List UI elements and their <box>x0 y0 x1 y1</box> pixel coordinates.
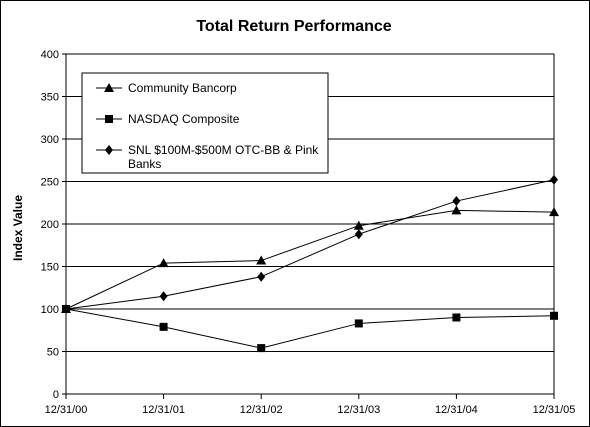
axes: 0 50 100 150 200 250 300 350 400 12/31/00 12/31/01… <box>41 49 576 416</box>
y-tick-label: 250 <box>41 177 59 189</box>
legend-marker <box>105 115 113 123</box>
x-tick-label: 12/31/02 <box>240 404 283 416</box>
series-triangle <box>61 205 559 313</box>
y-tick-label: 200 <box>41 219 59 231</box>
data-point <box>451 205 462 215</box>
y-tick-label: 150 <box>41 262 59 274</box>
legend-label: NASDAQ Composite <box>128 112 240 126</box>
legend-label: Community Bancorp <box>128 81 237 95</box>
chart-title: Total Return Performance <box>196 18 391 35</box>
legend-item: NASDAQ Composite <box>96 112 240 126</box>
y-tick-label: 0 <box>53 389 59 401</box>
data-point <box>550 311 558 320</box>
data-point <box>256 255 267 265</box>
y-axis-label: Index Value <box>11 195 25 261</box>
data-point <box>159 291 168 302</box>
data-point <box>257 344 266 353</box>
data-point <box>257 271 266 282</box>
series-layer <box>61 174 559 353</box>
data-point <box>62 304 70 314</box>
x-tick-label: 12/31/01 <box>142 404 185 416</box>
data-point <box>354 319 363 328</box>
series-square <box>62 305 558 353</box>
data-point <box>452 196 461 207</box>
x-tick-label: 12/31/05 <box>533 404 576 416</box>
legend-item: Community Bancorp <box>96 81 237 95</box>
y-tick-label: 300 <box>41 134 59 146</box>
data-point <box>159 322 168 331</box>
data-point <box>158 258 169 268</box>
legend-label: Banks <box>128 157 161 171</box>
data-point <box>550 174 558 185</box>
series-line <box>65 179 555 310</box>
legend-marker <box>104 83 114 92</box>
y-tick-label: 400 <box>41 49 59 61</box>
series-line <box>65 209 555 310</box>
plot-area <box>65 53 555 395</box>
y-tick-label: 50 <box>47 347 59 359</box>
y-tick-label: 100 <box>41 304 59 316</box>
x-tick-label: 12/31/04 <box>435 404 478 416</box>
x-tick-label: 12/31/00 <box>45 404 88 416</box>
legend: Community Bancorp NASDAQ Composite SNL $10… <box>81 72 329 174</box>
legend-box <box>81 72 329 174</box>
data-point <box>549 207 559 217</box>
data-point <box>354 229 363 240</box>
legend-marker <box>105 145 113 155</box>
legend-label: SNL $100M-$500M OTC-BB & Pink <box>128 143 319 157</box>
data-point <box>353 220 364 230</box>
series-diamond <box>62 174 558 314</box>
series-line <box>65 308 555 349</box>
data-point <box>452 313 461 322</box>
y-tick-label: 350 <box>41 92 59 104</box>
x-tick-label: 12/31/03 <box>337 404 380 416</box>
